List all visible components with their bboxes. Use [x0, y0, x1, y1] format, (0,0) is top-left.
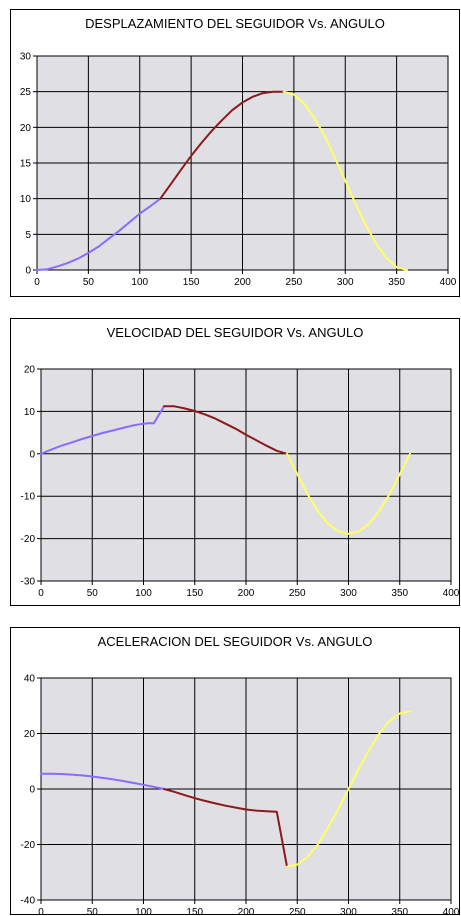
x-tick-label: 350 — [391, 588, 408, 599]
velocity-chart: VELOCIDAD DEL SEGUIDOR Vs. ANGULO 0 50 100… — [10, 318, 460, 606]
y-tick-label: 20 — [24, 365, 36, 376]
series-line-2 — [163, 405, 288, 455]
x-tick-label: 50 — [87, 588, 99, 599]
y-tick-label: 10 — [20, 194, 32, 205]
y-tick-label: -40 — [21, 896, 36, 907]
y-tick-label: 20 — [24, 729, 36, 740]
y-tick-label: 25 — [20, 87, 32, 98]
series-line-1 — [40, 405, 165, 455]
x-tick-label: 350 — [391, 907, 408, 916]
y-tick-label: 15 — [20, 159, 32, 170]
x-tick-label: 100 — [131, 277, 148, 288]
displacement-chart: DESPLAZAMIENTO DEL SEGUIDOR Vs. ANGULO 0… — [10, 9, 460, 297]
y-tick-label: 0 — [25, 266, 31, 277]
y-tick-label: 0 — [29, 449, 35, 460]
y-tick-label: -30 — [21, 577, 36, 588]
x-tick-label: 350 — [388, 277, 405, 288]
y-tick-label: 40 — [24, 674, 36, 685]
y-tick-label: 0 — [29, 785, 35, 796]
acceleration-chart: ACELERACION DEL SEGUIDOR Vs. ANGULO 0 50 1… — [10, 627, 460, 916]
x-tick-label: 100 — [135, 907, 152, 916]
y-tick-label: -10 — [21, 492, 36, 503]
x-tick-label: 0 — [38, 907, 44, 916]
y-tick-label: 10 — [24, 407, 36, 418]
x-tick-label: 250 — [289, 588, 306, 599]
chart-title: VELOCIDAD DEL SEGUIDOR Vs. ANGULO — [106, 325, 364, 340]
x-tick-label: 400 — [443, 588, 460, 599]
x-tick-label: 250 — [289, 907, 306, 916]
x-tick-label: 150 — [183, 277, 200, 288]
velocity-chart-plot: 0 50 100 150 200 250 300 350 400 -30 -20 -10 0 10 20 — [21, 365, 460, 600]
series-line-3 — [286, 710, 411, 868]
x-tick-label: 400 — [440, 277, 457, 288]
x-tick-label: 200 — [234, 277, 251, 288]
y-tick-label: 5 — [25, 230, 31, 241]
y-tick-label: -20 — [21, 840, 36, 851]
y-tick-label: 30 — [20, 52, 32, 63]
x-tick-label: 300 — [337, 277, 354, 288]
series-line-2 — [163, 788, 288, 868]
x-tick-label: 300 — [340, 588, 357, 599]
series-line-3 — [282, 90, 408, 271]
series-line-1 — [40, 772, 165, 790]
x-tick-label: 200 — [238, 588, 255, 599]
x-tick-label: 100 — [135, 588, 152, 599]
chart-title: DESPLAZAMIENTO DEL SEGUIDOR Vs. ANGULO — [85, 16, 385, 31]
x-tick-label: 0 — [38, 588, 44, 599]
x-tick-label: 150 — [186, 907, 203, 916]
x-tick-label: 50 — [83, 277, 95, 288]
y-tick-label: -20 — [21, 534, 36, 545]
x-tick-label: 150 — [186, 588, 203, 599]
series-line-2 — [159, 90, 285, 200]
displacement-chart-plot: 0 50 100 150 200 250 300 350 400 0 5 10 15 20 25 30 — [20, 52, 457, 289]
x-tick-label: 0 — [34, 277, 40, 288]
x-tick-label: 250 — [286, 277, 303, 288]
chart-title: ACELERACION DEL SEGUIDOR Vs. ANGULO — [97, 634, 373, 649]
acceleration-chart-plot: 0 50 100 150 200 250 300 350 400 -40 -20 0 20 40 — [21, 674, 460, 916]
series-line-3 — [286, 452, 411, 535]
x-tick-label: 50 — [87, 907, 99, 916]
x-tick-label: 200 — [238, 907, 255, 916]
x-tick-label: 300 — [340, 907, 357, 916]
y-tick-label: 20 — [20, 123, 32, 134]
x-tick-label: 400 — [443, 907, 460, 916]
series-line-1 — [36, 197, 162, 271]
